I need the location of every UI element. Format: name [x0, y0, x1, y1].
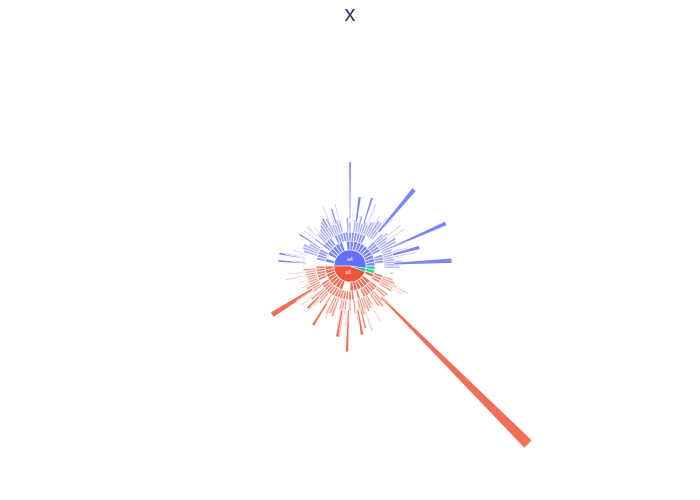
sunburst-fringe-segment[interactable] [388, 286, 405, 296]
sunburst-fringe-segment[interactable] [296, 289, 314, 302]
sunburst-fringe-segment[interactable] [299, 256, 308, 260]
sunburst-outer-segment[interactable] [377, 187, 417, 234]
sunburst-fringe-segment[interactable] [301, 283, 311, 290]
sunburst-wedge-ring4[interactable] [378, 282, 393, 293]
sunburst-outer-segment[interactable] [311, 302, 328, 327]
sunburst-fringe-segment[interactable] [351, 212, 354, 223]
sunburst-outer-segment[interactable] [348, 161, 352, 223]
sunburst-outer-segment[interactable] [393, 257, 453, 266]
sunburst-fringe-segment[interactable] [285, 274, 308, 281]
sunburst-fringe-segment[interactable] [344, 309, 348, 328]
sunburst-fringe-segment[interactable] [306, 297, 321, 313]
chart-title: x [344, 1, 356, 26]
sunburst-fringe-segment[interactable] [385, 227, 406, 243]
sunburst-outer-segment[interactable] [321, 217, 330, 229]
sunburst-fringe-segment[interactable] [392, 255, 404, 260]
sunburst-wedge-ring4[interactable] [310, 287, 326, 301]
sunburst-fringe-segment[interactable] [312, 225, 321, 235]
sunburst-outer-segment[interactable] [388, 271, 394, 276]
sunburst-fringe-segment[interactable] [363, 307, 374, 332]
sunburst-fringe-segment[interactable] [348, 217, 351, 223]
sunburst-fringe-segment[interactable] [307, 292, 316, 300]
sunburst-fringe-segment[interactable] [391, 246, 408, 254]
sunburst-wedge-ring3[interactable] [355, 289, 361, 300]
sunburst-rays [270, 161, 533, 449]
sunburst-fringe-segment[interactable] [381, 295, 393, 307]
sunburst-outer-segment[interactable] [362, 196, 374, 225]
sunburst-outer-segment[interactable] [354, 196, 362, 223]
sunburst-outer-segment[interactable] [270, 287, 314, 318]
sunburst-fringe-segment[interactable] [301, 265, 307, 268]
sunburst-fringe-segment[interactable] [393, 259, 401, 262]
sunburst-fringe-segment[interactable] [382, 233, 390, 239]
sunburst-fringe-segment[interactable] [371, 214, 381, 229]
sunburst-fringe-segment[interactable] [334, 203, 341, 224]
sunburst-fringe-segment[interactable] [292, 249, 309, 256]
sunburst-wedge-ring4[interactable] [302, 267, 317, 272]
sunburst-fringe-segment[interactable] [370, 303, 382, 323]
sunburst-fringe-segment[interactable] [378, 217, 394, 234]
sunburst-fringe-segment[interactable] [389, 240, 410, 250]
sunburst-core: a4 a3 [333, 249, 367, 283]
sunburst-outer-segment[interactable] [298, 232, 314, 244]
sunburst-fringe-segment[interactable] [389, 283, 409, 294]
sunburst-outer-segment[interactable] [380, 296, 533, 449]
sunburst-wedge-ring4[interactable] [374, 287, 387, 298]
sunburst-fringe-segment[interactable] [388, 241, 399, 248]
sunburst-fringe-segment[interactable] [305, 226, 318, 238]
sunburst-fringe-segment[interactable] [366, 203, 378, 227]
sunburst-fringe-segment[interactable] [338, 309, 345, 335]
sunburst-fringe-segment[interactable] [393, 265, 399, 268]
sunburst-root-a4[interactable] [333, 249, 367, 269]
sunburst-fringe-segment[interactable] [355, 309, 361, 328]
sunburst-wedge-ring4[interactable] [345, 217, 350, 233]
sunburst-wedge-ring2[interactable] [324, 257, 336, 264]
sunburst-fringe-segment[interactable] [324, 305, 333, 320]
sunburst-fringe-segment[interactable] [291, 260, 307, 263]
sunburst-fringe-segment[interactable] [392, 251, 417, 259]
sunburst-fringe-segment[interactable] [335, 308, 342, 329]
sunburst-outer-segment[interactable] [359, 308, 367, 329]
sunburst-root-minor[interactable] [349, 265, 367, 272]
sunburst-outer-segment[interactable] [330, 208, 338, 225]
sunburst-root-a3[interactable] [333, 265, 366, 283]
sunburst-fringe-segment[interactable] [343, 309, 346, 316]
segment-label: a4 [347, 257, 353, 263]
segment-label: a3 [345, 270, 351, 276]
sunburst-fringe-segment[interactable] [321, 205, 333, 227]
sunburst-fringe-segment[interactable] [375, 216, 389, 232]
sunburst-fringe-segment[interactable] [309, 233, 317, 240]
sunburst-wedge-ring4[interactable] [348, 299, 352, 312]
sunburst-wedge-ring2[interactable] [345, 240, 351, 251]
sunburst-outer-segment[interactable] [391, 245, 421, 257]
sunburst-fringe-segment[interactable] [298, 278, 309, 284]
sunburst-wedge-ring3[interactable] [350, 290, 355, 301]
sunburst-fringe-segment[interactable] [330, 214, 336, 226]
sunburst-wedge-ring3[interactable] [315, 265, 326, 270]
sunburst-fringe-segment[interactable] [297, 252, 308, 257]
sunburst-wedge-ring4[interactable] [368, 292, 381, 308]
sunburst-fringe-segment[interactable] [301, 258, 307, 261]
sunburst-fringe-segment[interactable] [288, 271, 307, 276]
